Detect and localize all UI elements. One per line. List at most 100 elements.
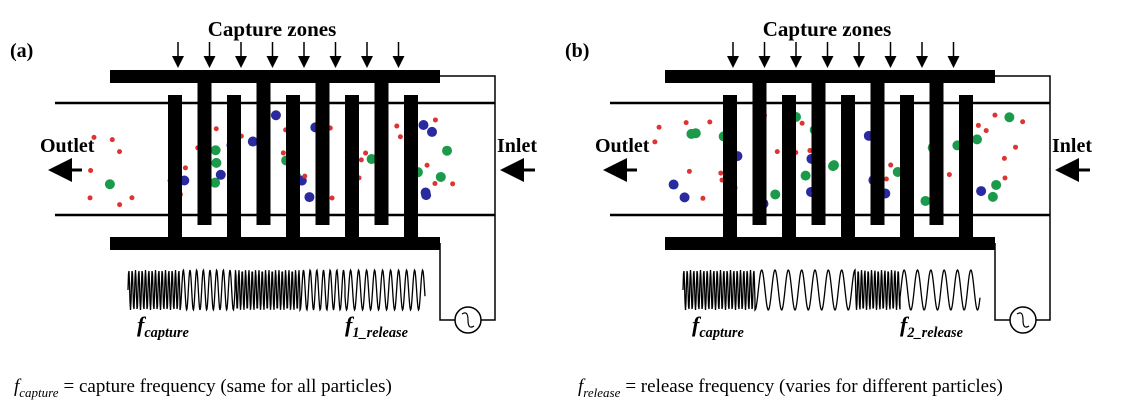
caption-text: = release frequency (varies for differen… — [625, 376, 1003, 397]
caption: frelease= release frequency (varies for … — [578, 376, 1003, 400]
caption-subscript: capture — [19, 385, 58, 400]
particle — [1002, 156, 1007, 161]
finger-gap — [285, 83, 301, 95]
release-symbol-subscript: 2_release — [906, 325, 963, 341]
finger-gap — [403, 83, 419, 95]
particle — [687, 169, 692, 174]
electrode-finger — [286, 95, 300, 237]
particle — [984, 128, 989, 133]
particle — [211, 145, 221, 155]
particle — [330, 195, 335, 200]
particle — [214, 126, 219, 131]
particle — [281, 150, 286, 155]
particle — [129, 195, 134, 200]
particle — [920, 196, 930, 206]
particle — [418, 120, 428, 130]
particle — [398, 134, 403, 139]
particle — [657, 125, 662, 130]
particle — [991, 180, 1001, 190]
finger-gap — [899, 83, 915, 95]
electrode-finger — [723, 95, 737, 237]
particle — [801, 171, 811, 181]
finger-gap — [781, 83, 797, 95]
finger-gap — [226, 83, 242, 95]
particle — [88, 168, 93, 173]
particle — [1020, 119, 1025, 124]
wire — [995, 76, 1050, 320]
particle — [248, 137, 258, 147]
particle — [433, 117, 438, 122]
panel-label: (b) — [565, 40, 589, 62]
capture-symbol: fcapture — [137, 312, 189, 341]
capture-symbol-subscript: capture — [144, 325, 189, 341]
particle — [432, 181, 437, 186]
electrode-bar — [110, 70, 440, 83]
particle — [88, 195, 93, 200]
caption-text: = capture frequency (same for all partic… — [64, 376, 392, 397]
finger-gap — [870, 225, 886, 237]
particle — [394, 124, 399, 129]
inlet-label: Inlet — [1052, 135, 1092, 157]
particle — [1002, 175, 1007, 180]
electrode-finger — [753, 83, 767, 225]
particle — [652, 139, 657, 144]
electrode-finger — [900, 95, 914, 237]
electrode-finger — [257, 83, 271, 225]
particle — [363, 151, 368, 156]
particle — [110, 137, 115, 142]
particle — [972, 134, 982, 144]
finger-gap — [929, 225, 945, 237]
figure: (a)Capture zonesOutletInletfcapturef1_re… — [0, 0, 1135, 407]
wire — [440, 243, 455, 320]
particle — [947, 172, 952, 177]
finger-gap — [315, 225, 331, 237]
finger-gap — [811, 225, 827, 237]
particle — [992, 113, 997, 118]
particle — [686, 129, 696, 139]
inlet-label: Inlet — [497, 135, 537, 157]
capture-symbol-subscript: capture — [699, 325, 744, 341]
particle — [302, 174, 307, 179]
particle — [427, 127, 437, 137]
panel-label: (a) — [10, 40, 33, 62]
finger-gap — [256, 225, 272, 237]
particle — [117, 149, 122, 154]
outlet-label: Outlet — [595, 135, 650, 157]
wire — [440, 76, 495, 320]
electrode-finger — [168, 95, 182, 237]
electrode-finger — [198, 83, 212, 225]
particle — [669, 180, 679, 190]
waveform — [128, 270, 425, 310]
electrode-bar — [110, 237, 440, 250]
particle — [884, 177, 889, 182]
zones-label: Capture zones — [208, 17, 337, 41]
particle — [450, 181, 455, 186]
particle — [700, 196, 705, 201]
particle — [105, 179, 115, 189]
electrode-bar — [665, 237, 995, 250]
particle — [359, 157, 364, 162]
particle — [888, 163, 893, 168]
zones-label: Capture zones — [763, 17, 892, 41]
particle — [680, 192, 690, 202]
electrode-bar — [665, 70, 995, 83]
release-symbol: f2_release — [900, 312, 964, 341]
finger-gap — [958, 83, 974, 95]
particle — [216, 170, 226, 180]
release-symbol-subscript: 1_release — [352, 325, 408, 341]
particle — [271, 110, 281, 120]
caption: fcapture= capture frequency (same for al… — [14, 376, 392, 400]
particle — [425, 163, 430, 168]
particle — [707, 120, 712, 125]
electrode-finger — [959, 95, 973, 237]
waveform — [683, 270, 980, 310]
capture-symbol: fcapture — [692, 312, 744, 341]
finger-gap — [722, 83, 738, 95]
particle — [1004, 112, 1014, 122]
particle — [828, 161, 838, 171]
finger-gap — [374, 225, 390, 237]
particle — [988, 192, 998, 202]
particle — [718, 171, 723, 176]
wire — [995, 243, 1010, 320]
